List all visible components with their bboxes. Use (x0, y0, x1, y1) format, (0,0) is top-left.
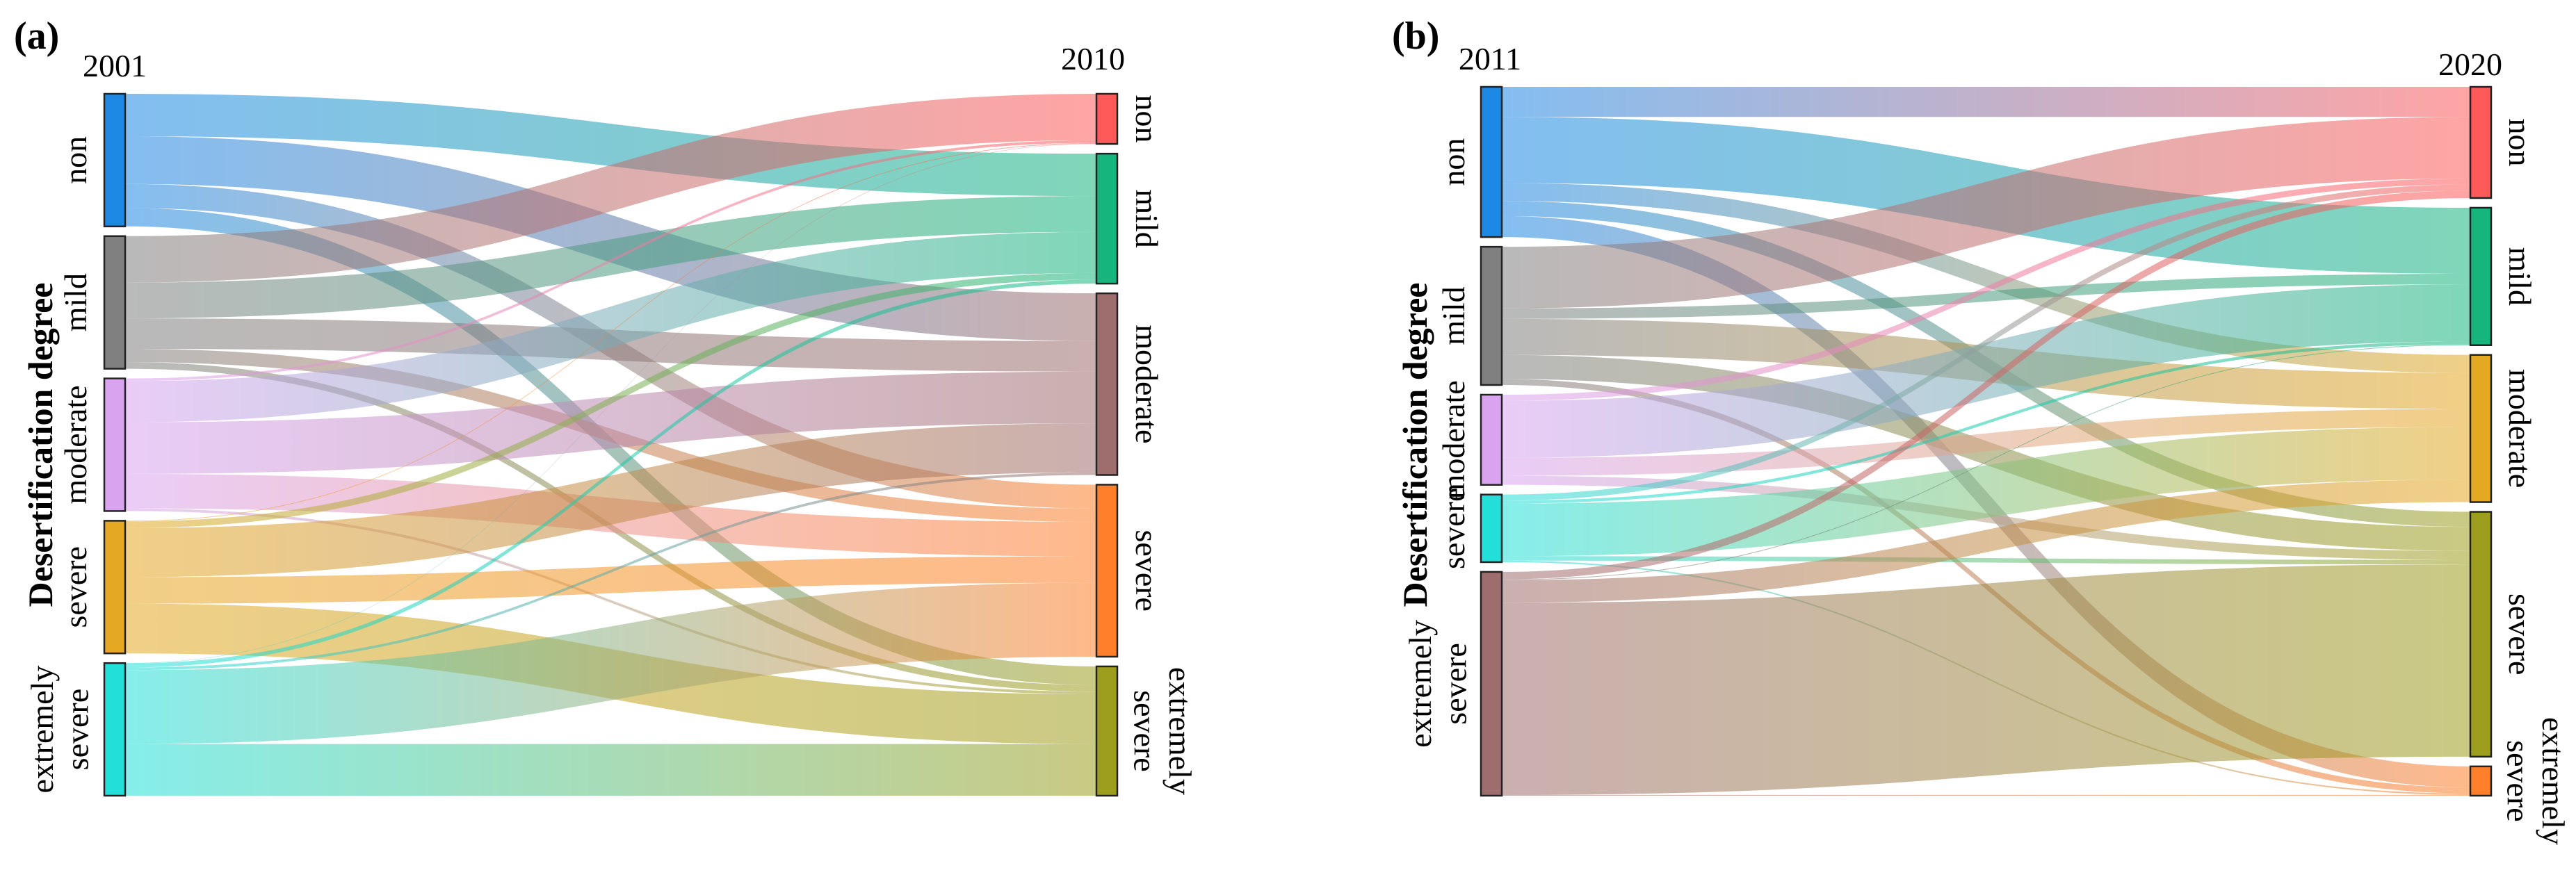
flow-moderate-to-moderate (125, 371, 1096, 474)
flow-mild-to-non (125, 94, 1096, 283)
panel-b-left-year: 2011 (1459, 41, 1521, 76)
node-right-mild (2469, 206, 2493, 346)
panel-b-label: (b) (1392, 15, 1439, 58)
flow-severe-to-mild (1502, 341, 2470, 504)
node-right-moderate (2469, 354, 2493, 503)
panel-a-labels: non mild moderate severe extremelysevere non m… (24, 95, 1198, 795)
flow-severe-to-severe (1502, 556, 2470, 565)
node-left-mild (1480, 245, 1503, 386)
label-right-mild: mild (1129, 189, 1165, 247)
panel-b-axis-title: Desertification degree (1395, 283, 1434, 607)
flow-severe-to-severe (125, 556, 1096, 604)
flow-severe-to-non (125, 142, 1096, 522)
flow-moderate-to-extremely-severe (125, 508, 1096, 695)
node-left-extremely-severe (103, 662, 127, 797)
panel-a-label: (a) (14, 15, 59, 58)
flow-extremely-severe-to-extremely-severe (125, 744, 1096, 796)
panel-a-right-year: 2010 (1061, 41, 1125, 76)
label-left-mild: mild (58, 273, 93, 331)
label-right-mild: mild (2502, 247, 2538, 306)
panel-b-labels: nonmildmoderatesevereextremelyseverenonm… (1402, 118, 2571, 844)
flow-extremely-severe-to-moderate (125, 472, 1096, 671)
flow-non-to-mild (125, 94, 1096, 197)
node-right-moderate (1095, 292, 1119, 476)
label-left-severe: severe (1436, 488, 1471, 569)
label-left-severe: severe (58, 546, 93, 628)
node-left-severe (103, 520, 127, 655)
flow-mild-to-mild (1502, 274, 2470, 319)
panel-b-right-year: 2020 (2438, 47, 2502, 82)
flow-non-to-moderate (1502, 183, 2470, 373)
panel-b-nodes (1480, 85, 2493, 797)
flow-moderate-to-non (1502, 178, 2470, 401)
node-left-non (1480, 85, 1503, 238)
panel-a: (a) 2001 2010 Desertification degree non… (14, 15, 1198, 797)
flow-non-to-non (1502, 87, 2470, 117)
label-right-non: non (2502, 118, 2538, 166)
flow-moderate-to-moderate (1502, 409, 2470, 476)
node-right-severe (2469, 511, 2493, 758)
flow-extremely-severe-to-moderate (1502, 480, 2470, 603)
flow-mild-to-mild (125, 196, 1096, 319)
flow-extremely-severe-to-mild (1502, 344, 2470, 580)
label-right-moderate: moderate (1129, 325, 1165, 443)
node-right-non (1095, 92, 1119, 145)
label-right-severe: severe (1129, 530, 1165, 611)
panel-a-axis-title: Desertification degree (21, 283, 60, 607)
node-right-non (2469, 85, 2493, 199)
flow-extremely-severe-to-severe (1502, 564, 2470, 795)
flow-mild-to-non (1502, 117, 2470, 309)
flow-severe-to-moderate (1502, 427, 2470, 557)
label-right-moderate: moderate (2502, 369, 2538, 488)
panel-b-flows (1502, 87, 2470, 796)
label-left-extremely-severe: extremelysevere (1402, 620, 1473, 748)
label-right-extremely-severe: extremelysevere (1128, 667, 1199, 795)
flow-extremely-severe-to-mild (125, 279, 1096, 668)
label-right-severe: severe (2502, 593, 2538, 675)
node-right-extremely-severe (2469, 765, 2493, 797)
label-left-moderate: moderate (58, 385, 93, 504)
node-right-mild (1095, 152, 1119, 285)
flow-extremely-severe-to-extremely-severe (1502, 794, 2470, 796)
label-left-non: non (58, 136, 93, 184)
panel-b: (b) 2011 2020 Desertification degree non… (1392, 15, 2571, 845)
node-right-severe (1095, 484, 1119, 658)
panel-a-nodes (103, 92, 1119, 797)
node-left-severe (1480, 493, 1503, 564)
flow-extremely-severe-to-non (125, 143, 1096, 664)
flow-non-to-moderate (125, 136, 1096, 341)
node-left-non (103, 92, 127, 228)
flow-extremely-severe-to-non (1502, 190, 2470, 580)
node-left-mild (103, 235, 127, 370)
label-right-non: non (1129, 95, 1165, 143)
node-left-moderate (1480, 393, 1503, 486)
flow-moderate-to-non (125, 140, 1096, 382)
panel-a-flows (125, 94, 1096, 796)
flow-moderate-to-mild (125, 231, 1096, 423)
label-right-extremely-severe: extremelysevere (2501, 717, 2572, 845)
flow-mild-to-severe (1502, 354, 2470, 551)
label-left-mild: mild (1436, 286, 1471, 345)
flow-severe-to-moderate (125, 423, 1096, 577)
node-left-moderate (103, 377, 127, 512)
label-left-non: non (1436, 138, 1471, 186)
label-left-extremely-severe: extremelysevere (24, 666, 95, 794)
flow-severe-to-non (1502, 184, 2470, 501)
flow-moderate-to-mild (1502, 284, 2470, 458)
node-right-extremely-severe (1095, 665, 1119, 797)
flow-extremely-severe-to-severe (125, 582, 1096, 744)
node-left-extremely-severe (1480, 571, 1503, 797)
panel-a-left-year: 2001 (83, 48, 147, 83)
flow-severe-to-mild (125, 272, 1096, 528)
label-left-moderate: moderate (1436, 380, 1471, 499)
